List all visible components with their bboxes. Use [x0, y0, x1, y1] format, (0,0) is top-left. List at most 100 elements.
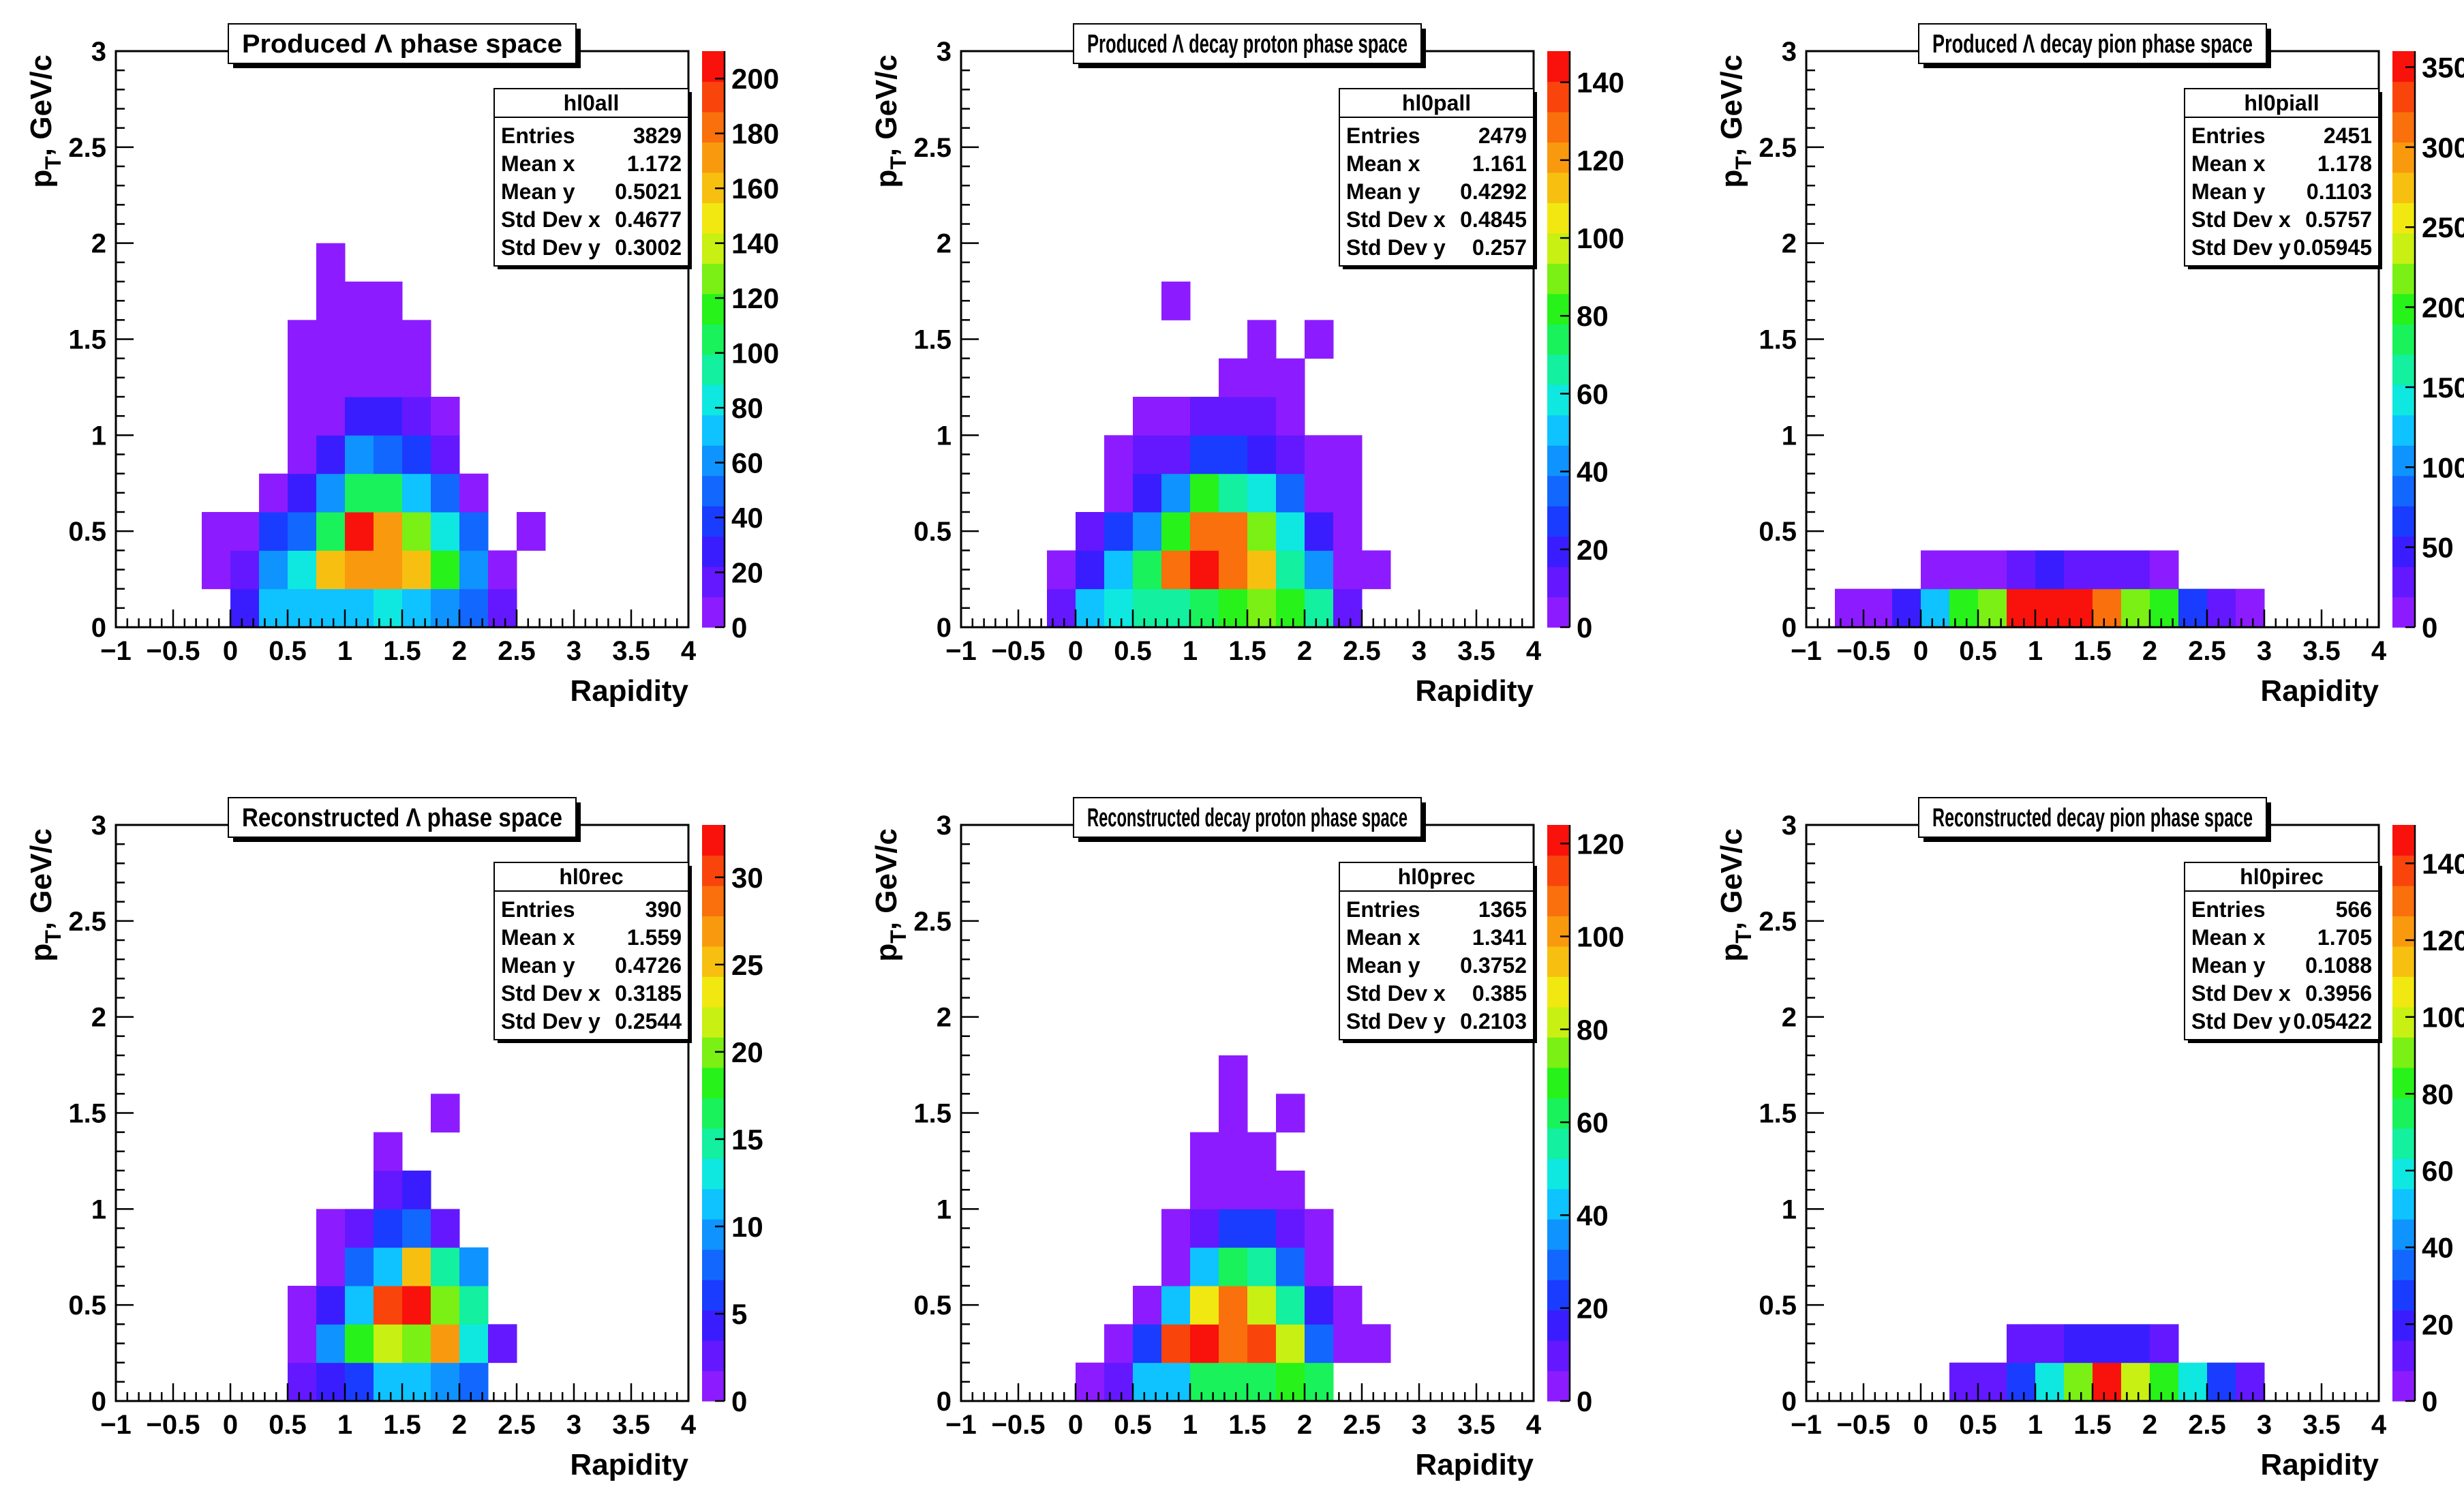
heatmap-cell — [288, 1286, 317, 1325]
heatmap-cell — [345, 397, 374, 436]
heatmap-cell — [316, 1324, 346, 1364]
heatmap-cell — [1247, 1362, 1277, 1402]
stats-value: 1.705 — [2317, 925, 2372, 950]
heatmap-cell — [374, 1362, 403, 1402]
heatmap-cell — [402, 358, 431, 397]
color-scale-segment — [702, 354, 725, 385]
heatmap-cell — [345, 1209, 374, 1248]
x-tick-label: −1 — [1791, 1410, 1822, 1440]
stats-value: 1.178 — [2317, 151, 2372, 176]
color-scale-segment — [2392, 567, 2415, 598]
title-box — [228, 797, 577, 838]
stats-label: Std Dev y — [2191, 1009, 2291, 1034]
heatmap-cell — [259, 473, 288, 513]
color-scale-segment — [1547, 354, 1570, 385]
y-tick-label: 2 — [1782, 229, 1797, 259]
heatmap-cell — [1190, 1286, 1219, 1325]
heatmap-cell — [1047, 588, 1076, 628]
heatmap-cell — [316, 1362, 346, 1402]
color-scale-label: 40 — [731, 502, 763, 534]
heatmap-cell — [2007, 550, 2036, 590]
y-tick-label: 1 — [91, 421, 106, 451]
heatmap-cell — [1276, 512, 1305, 551]
heatmap-cell — [374, 435, 403, 475]
heatmap-cell — [2064, 1324, 2093, 1364]
color-scale-label: 80 — [1577, 1014, 1609, 1046]
heatmap-cell — [1333, 1324, 1363, 1364]
heatmap-cell — [459, 1324, 489, 1364]
heatmap-cell — [1190, 512, 1219, 551]
heatmap-cell — [2007, 1324, 2036, 1364]
heatmap-cell — [431, 1324, 460, 1364]
heatmap-cell — [1190, 1171, 1219, 1209]
color-scale-label: 120 — [2422, 924, 2464, 957]
heatmap-cell — [259, 550, 288, 590]
y-tick-label: 1.5 — [68, 325, 106, 355]
x-tick-label: 0 — [223, 636, 238, 666]
color-scale-segment — [1547, 825, 1570, 856]
x-tick-label: 4 — [1526, 1410, 1542, 1440]
heatmap-cell — [374, 1247, 403, 1286]
stats-value: 1.161 — [1472, 151, 1527, 176]
color-scale-segment — [702, 475, 725, 507]
heatmap-cell — [230, 512, 260, 551]
heatmap-cell — [1161, 1209, 1191, 1248]
heatmap-cell — [2007, 1362, 2036, 1402]
color-scale-label: 250 — [2422, 211, 2464, 243]
y-tick-label: 3 — [1782, 37, 1797, 67]
heatmap-cell — [1133, 1324, 1162, 1364]
x-tick-label: 4 — [1526, 636, 1542, 666]
stats-value: 0.3752 — [1460, 953, 1527, 978]
heatmap-cell — [459, 550, 489, 590]
stats-box — [1339, 862, 1534, 1040]
heatmap-cell — [1247, 1209, 1277, 1248]
color-scale-label: 0 — [731, 612, 747, 644]
color-scale-label: 60 — [731, 447, 763, 479]
stats-value: 1.172 — [627, 151, 682, 176]
color-scale-segment — [2392, 263, 2415, 295]
x-tick-label: 3.5 — [2302, 1410, 2341, 1440]
y-tick-label: 3 — [937, 811, 952, 841]
heatmap-cell — [1921, 588, 1950, 628]
heatmap-cell — [202, 550, 231, 590]
color-scale-segment — [1547, 1037, 1570, 1068]
heatmap-cell — [1190, 550, 1219, 590]
color-scale-label: 20 — [731, 557, 763, 589]
color-scale-label: 10 — [731, 1211, 763, 1243]
color-scale-segment — [1547, 293, 1570, 325]
stats-label: Std Dev x — [2191, 207, 2291, 232]
stats-value: 3829 — [633, 123, 682, 148]
heatmap-cell — [1219, 1362, 1248, 1402]
color-scale-segment — [702, 232, 725, 264]
heatmap-cell — [488, 588, 517, 628]
stats-label: Mean y — [1346, 179, 1420, 204]
color-scale-segment — [2392, 354, 2415, 385]
x-axis-title: Rapidity — [570, 674, 688, 708]
y-tick-label: 1.5 — [1759, 1099, 1797, 1129]
heatmap-cell — [1190, 1324, 1219, 1364]
heatmap-cell — [1219, 550, 1248, 590]
x-tick-label: 0.5 — [1114, 1410, 1152, 1440]
color-scale-segment — [2392, 1219, 2415, 1250]
color-scale-segment — [702, 1158, 725, 1190]
stats-label: Std Dev x — [501, 981, 600, 1006]
color-scale-segment — [1547, 324, 1570, 355]
color-scale-segment — [1547, 202, 1570, 234]
color-scale-segment — [2392, 1370, 2415, 1402]
color-scale-segment — [1547, 1098, 1570, 1129]
heatmap-cell — [1276, 588, 1305, 628]
color-scale-label: 350 — [2422, 51, 2464, 83]
x-tick-label: 0.5 — [1959, 1410, 1997, 1440]
color-scale-label: 140 — [731, 228, 779, 260]
y-tick-label: 0.5 — [68, 1291, 106, 1321]
heatmap-cell — [345, 473, 374, 513]
heatmap-cell — [402, 550, 431, 590]
heatmap-cell — [374, 1286, 403, 1325]
x-tick-label: 1.5 — [2073, 1410, 2112, 1440]
heatmap-cell — [402, 1209, 431, 1248]
heatmap-cell — [1333, 435, 1363, 475]
heatmap-cell — [1864, 588, 1893, 628]
x-tick-label: 4 — [681, 636, 697, 666]
color-scale-segment — [2392, 1188, 2415, 1220]
color-scale-segment — [1547, 1310, 1570, 1341]
